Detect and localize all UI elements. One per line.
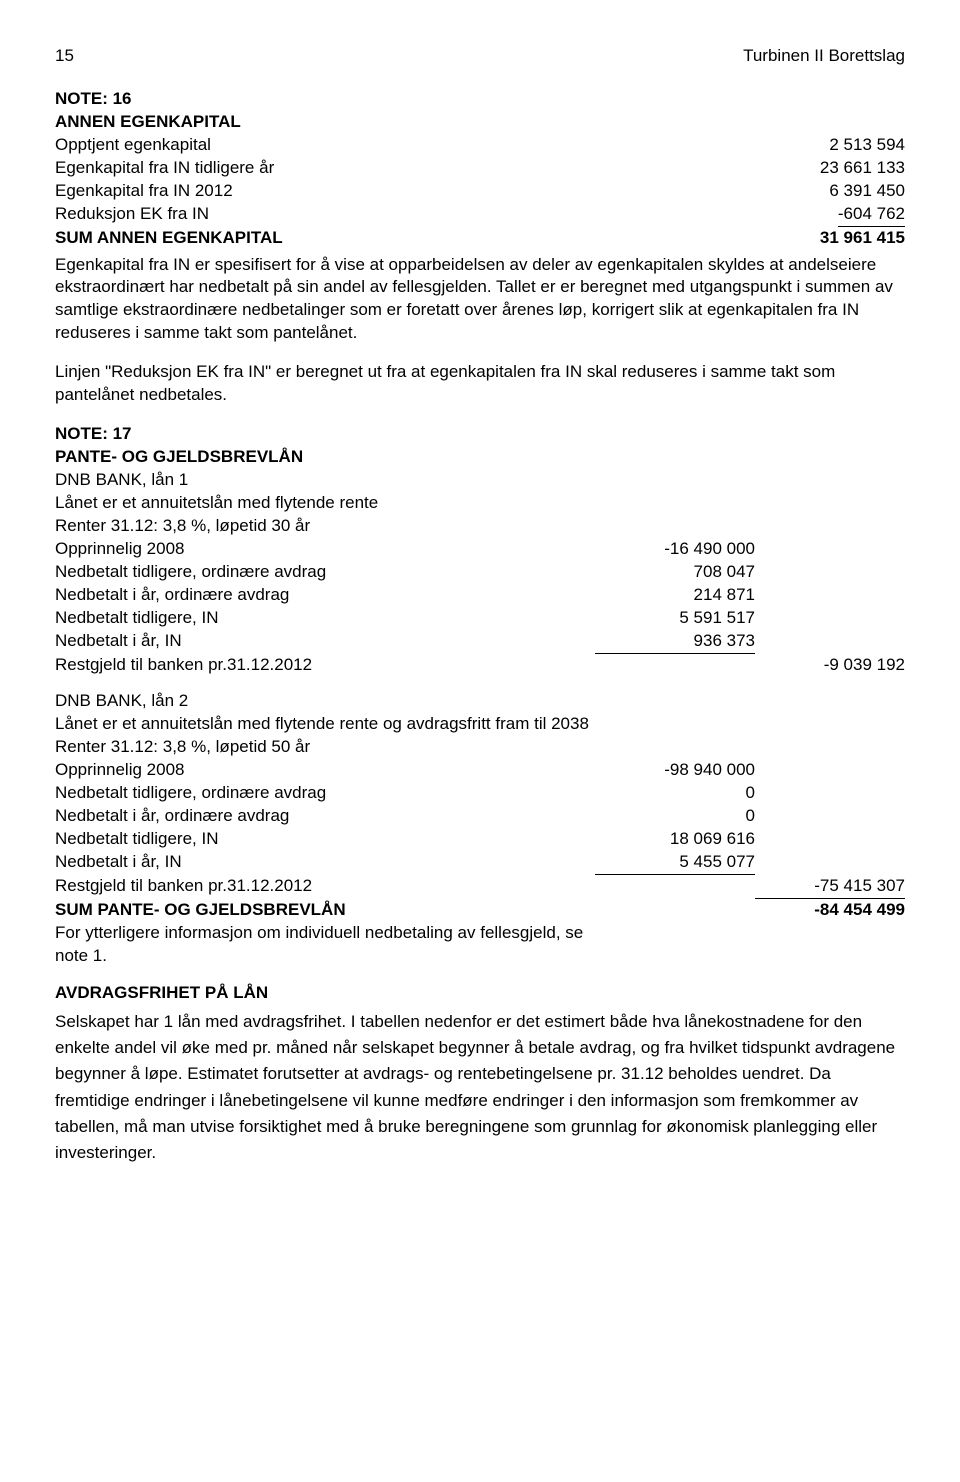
- note16-sum-row: SUM ANNEN EGENKAPITAL 31 961 415: [55, 227, 905, 250]
- note16-para1: Egenkapital fra IN er spesifisert for å …: [55, 254, 905, 346]
- loan-row-label: Nedbetalt i år, ordinære avdrag: [55, 805, 595, 828]
- loan2-name: DNB BANK, lån 2: [55, 690, 905, 713]
- note17-subheading: PANTE- OG GJELDSBREVLÅN: [55, 446, 905, 469]
- note16-row-value: 2 513 594: [829, 134, 905, 157]
- loan-row: Nedbetalt tidligere, ordinære avdrag708 …: [55, 561, 905, 584]
- loan-row: Nedbetalt i år, IN5 455 077: [55, 851, 905, 875]
- note16-para2: Linjen "Reduksjon EK fra IN" er beregnet…: [55, 361, 905, 407]
- loan-row: Nedbetalt tidligere, ordinære avdrag0: [55, 782, 905, 805]
- loan-row: Nedbetalt tidligere, IN5 591 517: [55, 607, 905, 630]
- loan-row-mid: -98 940 000: [595, 759, 755, 782]
- note16-row-value: 23 661 133: [820, 157, 905, 180]
- note17-sum-label: SUM PANTE- OG GJELDSBREVLÅN: [55, 899, 595, 922]
- page-title: Turbinen II Borettslag: [743, 45, 905, 68]
- loan-row: Nedbetalt i år, ordinære avdrag214 871: [55, 584, 905, 607]
- note16-row-label: Opptjent egenkapital: [55, 134, 211, 157]
- note16-subheading: ANNEN EGENKAPITAL: [55, 111, 905, 134]
- loan-row-mid: 214 871: [595, 584, 755, 607]
- avdrag-para: Selskapet har 1 lån med avdragsfrihet. I…: [55, 1009, 905, 1167]
- loan-row: Nedbetalt i år, ordinære avdrag0: [55, 805, 905, 828]
- loan2-terms: Renter 31.12: 3,8 %, løpetid 50 år: [55, 736, 905, 759]
- loan-row: Nedbetalt tidligere, IN18 069 616: [55, 828, 905, 851]
- loan2-rest-value: -75 415 307: [755, 875, 905, 899]
- loan-row-mid: -16 490 000: [595, 538, 755, 561]
- loan-row-mid: 708 047: [595, 561, 755, 584]
- loan-row-label: Nedbetalt tidligere, IN: [55, 828, 595, 851]
- note17-heading: NOTE: 17: [55, 423, 905, 446]
- loan-row: Nedbetalt i år, IN936 373: [55, 630, 905, 654]
- loan-row-mid: 0: [595, 782, 755, 805]
- loan-row-mid: 18 069 616: [595, 828, 755, 851]
- loan-row: Opprinnelig 2008-98 940 000: [55, 759, 905, 782]
- loan-row-mid: 5 591 517: [595, 607, 755, 630]
- loan1-rest-row: Restgjeld til banken pr.31.12.2012 -9 03…: [55, 654, 905, 677]
- loan1-desc: Lånet er et annuitetslån med flytende re…: [55, 492, 905, 515]
- loan-row-mid: 5 455 077: [595, 851, 755, 875]
- loan1-rest-value: -9 039 192: [755, 654, 905, 677]
- loan-row-label: Nedbetalt tidligere, ordinære avdrag: [55, 561, 595, 584]
- note16-sum-label: SUM ANNEN EGENKAPITAL: [55, 227, 283, 250]
- avdrag-heading: AVDRAGSFRIHET PÅ LÅN: [55, 982, 905, 1005]
- loan-row-label: Nedbetalt tidligere, ordinære avdrag: [55, 782, 595, 805]
- note17-sum-value: -84 454 499: [755, 899, 905, 922]
- loan-row-label: Opprinnelig 2008: [55, 759, 595, 782]
- note16-row-label: Reduksjon EK fra IN: [55, 203, 209, 227]
- page-header: 15 Turbinen II Borettslag: [55, 45, 905, 68]
- note17-sum-row: SUM PANTE- OG GJELDSBREVLÅN -84 454 499: [55, 899, 905, 922]
- note16-row-value: 6 391 450: [829, 180, 905, 203]
- loan-row-mid: 936 373: [595, 630, 755, 654]
- note16-row: Egenkapital fra IN 2012 6 391 450: [55, 180, 905, 203]
- loan-row: Opprinnelig 2008-16 490 000: [55, 538, 905, 561]
- note16-sum-value: 31 961 415: [820, 227, 905, 250]
- loan-row-label: Nedbetalt tidligere, IN: [55, 607, 595, 630]
- note16-row-value: -604 762: [838, 203, 905, 227]
- loan1-name: DNB BANK, lån 1: [55, 469, 905, 492]
- loan1-rest-label: Restgjeld til banken pr.31.12.2012: [55, 654, 595, 677]
- note17-footer: For ytterligere informasjon om individue…: [55, 922, 595, 968]
- note16-row-label: Egenkapital fra IN 2012: [55, 180, 233, 203]
- note16-row: Reduksjon EK fra IN -604 762: [55, 203, 905, 227]
- loan-row-label: Nedbetalt i år, IN: [55, 851, 595, 875]
- note16-row-label: Egenkapital fra IN tidligere år: [55, 157, 274, 180]
- loan-row-label: Nedbetalt i år, ordinære avdrag: [55, 584, 595, 607]
- loan2-rest-row: Restgjeld til banken pr.31.12.2012 -75 4…: [55, 875, 905, 899]
- loan2-desc: Lånet er et annuitetslån med flytende re…: [55, 713, 595, 736]
- note16-row: Opptjent egenkapital 2 513 594: [55, 134, 905, 157]
- loan-row-label: Nedbetalt i år, IN: [55, 630, 595, 654]
- loan-row-mid: 0: [595, 805, 755, 828]
- loan-row-label: Opprinnelig 2008: [55, 538, 595, 561]
- page-number: 15: [55, 45, 74, 68]
- loan1-terms: Renter 31.12: 3,8 %, løpetid 30 år: [55, 515, 905, 538]
- note16-row: Egenkapital fra IN tidligere år 23 661 13…: [55, 157, 905, 180]
- loan2-rest-label: Restgjeld til banken pr.31.12.2012: [55, 875, 595, 899]
- note16-heading: NOTE: 16: [55, 88, 905, 111]
